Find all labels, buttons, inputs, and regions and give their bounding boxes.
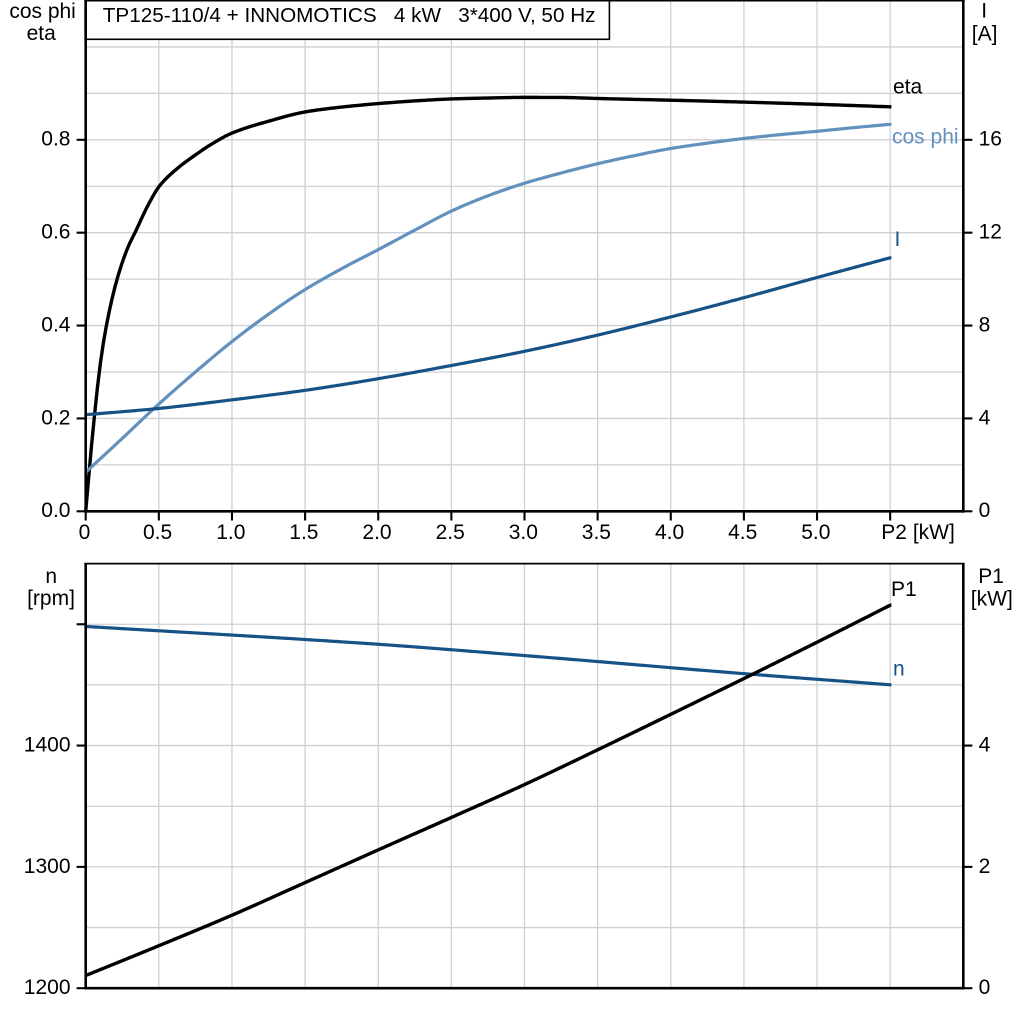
svg-text:P1: P1	[978, 565, 1004, 588]
svg-text:I: I	[895, 228, 901, 251]
svg-text:12: 12	[979, 221, 1002, 244]
svg-text:0: 0	[979, 499, 991, 522]
svg-text:3.0: 3.0	[509, 521, 538, 544]
svg-text:1400: 1400	[24, 734, 71, 757]
svg-text:[A]: [A]	[972, 22, 998, 45]
svg-text:0: 0	[79, 521, 91, 544]
svg-text:0: 0	[979, 976, 991, 999]
svg-text:3.5: 3.5	[582, 521, 611, 544]
svg-text:eta: eta	[893, 75, 923, 98]
svg-text:I: I	[981, 0, 987, 23]
svg-text:n: n	[45, 565, 57, 588]
svg-text:0.5: 0.5	[143, 521, 172, 544]
svg-text:1300: 1300	[24, 855, 71, 878]
svg-text:2.0: 2.0	[362, 521, 391, 544]
svg-text:TP125-110/4 + INNOMOTICS 4 k: TP125-110/4 + INNOMOTICS 4 kW 3*400 V, 5…	[103, 4, 596, 27]
svg-text:1200: 1200	[24, 976, 71, 999]
svg-text:0.4: 0.4	[41, 314, 71, 337]
svg-text:0.8: 0.8	[41, 128, 70, 151]
svg-text:0.0: 0.0	[41, 499, 70, 522]
svg-text:P1: P1	[891, 578, 917, 601]
svg-text:[kW]: [kW]	[971, 587, 1013, 610]
svg-text:2.5: 2.5	[436, 521, 465, 544]
svg-text:4: 4	[979, 406, 991, 429]
svg-text:1.5: 1.5	[289, 521, 318, 544]
svg-text:4.5: 4.5	[728, 521, 757, 544]
svg-text:2: 2	[979, 855, 991, 878]
svg-text:0.6: 0.6	[41, 221, 70, 244]
svg-text:[rpm]: [rpm]	[27, 587, 75, 610]
svg-text:eta: eta	[27, 22, 57, 45]
svg-text:P2 [kW]: P2 [kW]	[881, 521, 955, 544]
svg-text:n: n	[893, 658, 905, 681]
svg-text:cos phi: cos phi	[9, 0, 76, 23]
svg-text:8: 8	[979, 314, 991, 337]
svg-text:1.0: 1.0	[216, 521, 245, 544]
svg-text:4.0: 4.0	[655, 521, 684, 544]
svg-text:5.0: 5.0	[801, 521, 830, 544]
svg-text:16: 16	[979, 128, 1002, 151]
svg-text:cos phi: cos phi	[892, 126, 959, 149]
svg-text:4: 4	[979, 734, 991, 757]
svg-text:0.2: 0.2	[41, 406, 70, 429]
